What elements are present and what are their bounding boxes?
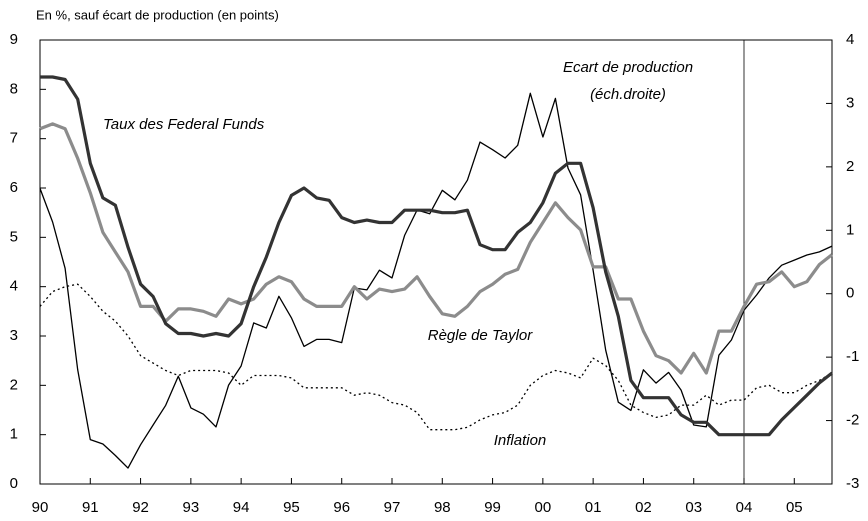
- y2-tick-label: 1: [846, 221, 854, 238]
- y-tick-label: 8: [10, 80, 18, 97]
- y-tick-label: 6: [10, 179, 18, 196]
- x-tick-label: 03: [685, 499, 702, 516]
- x-tick-label: 90: [32, 499, 49, 516]
- x-tick-label: 97: [384, 499, 401, 516]
- y2-tick-label: -1: [846, 348, 859, 365]
- y2-tick-label: 4: [846, 31, 854, 48]
- x-tick-label: 04: [736, 499, 753, 516]
- x-tick-label: 00: [535, 499, 552, 516]
- y-tick-label: 1: [10, 426, 18, 443]
- x-tick-label: 92: [132, 499, 149, 516]
- series-line: [39, 283, 833, 431]
- y2-tick-label: 2: [846, 158, 854, 175]
- y-tick-label: 7: [10, 130, 18, 147]
- x-tick-label: 05: [786, 499, 803, 516]
- x-tick-label: 98: [434, 499, 451, 516]
- x-tick-label: 96: [333, 499, 350, 516]
- series-note: (éch.droite): [590, 86, 666, 103]
- series-line: [39, 122, 833, 375]
- series-label: Règle de Taylor: [428, 327, 534, 344]
- y2-tick-label: 3: [846, 94, 854, 111]
- x-tick-label: 91: [82, 499, 99, 516]
- x-tick-label: 94: [233, 499, 250, 516]
- x-tick-label: 95: [283, 499, 300, 516]
- series-label: Ecart de production: [563, 59, 693, 76]
- y-tick-label: 2: [10, 376, 18, 393]
- x-tick-label: 99: [484, 499, 501, 516]
- series-line: [40, 75, 833, 437]
- y2-tick-label: -3: [846, 475, 859, 492]
- series-label: Taux des Federal Funds: [103, 116, 265, 133]
- y2-tick-label: -2: [846, 412, 859, 429]
- x-tick-label: 93: [183, 499, 200, 516]
- axis-label: En %, sauf écart de production (en point…: [36, 7, 279, 22]
- series-label: Inflation: [494, 432, 547, 449]
- y-tick-label: 4: [10, 278, 18, 295]
- y-tick-label: 5: [10, 228, 18, 245]
- y-tick-label: 9: [10, 31, 18, 48]
- y-tick-label: 3: [10, 327, 18, 344]
- y2-tick-label: 0: [846, 285, 854, 302]
- x-tick-label: 01: [585, 499, 602, 516]
- y-tick-label: 0: [10, 475, 18, 492]
- series-line: [39, 92, 833, 469]
- plot-frame: [39, 39, 833, 485]
- x-tick-label: 02: [635, 499, 652, 516]
